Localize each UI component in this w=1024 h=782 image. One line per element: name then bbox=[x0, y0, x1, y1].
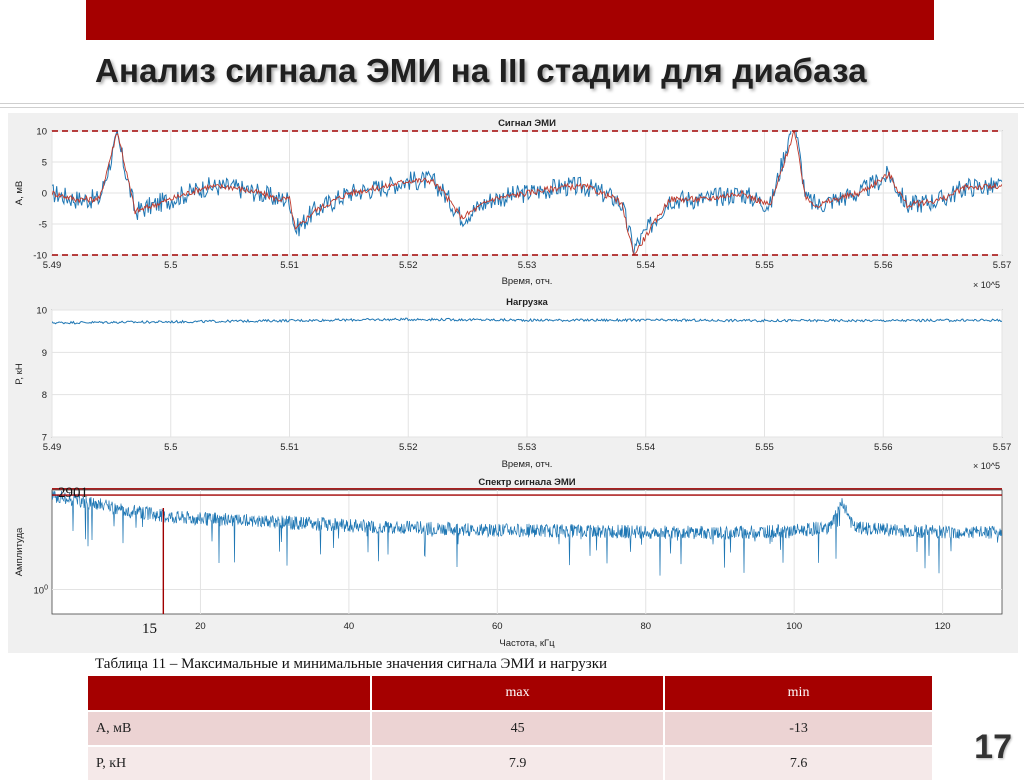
emi-signal-panel: 5.49 5.5 5.51 5.52 5.53 5.54 5.55 5.56 5.57 10 5 0… bbox=[14, 118, 1011, 290]
y-tick-label: 10 bbox=[36, 127, 47, 138]
data-table: max min A, мВ 45 -13 P, кН 7.9 7.6 bbox=[86, 674, 934, 782]
series-line bbox=[52, 131, 1002, 255]
table-row: P, кН 7.9 7.6 bbox=[86, 745, 934, 782]
series-group bbox=[52, 131, 1002, 255]
x-tick-label: 5.55 bbox=[755, 260, 774, 271]
grid bbox=[51, 130, 1003, 256]
annotation-lines bbox=[52, 488, 1002, 614]
y-tick-label: 7 bbox=[42, 433, 47, 444]
divider-line bbox=[0, 107, 1024, 108]
y-tick-label: 5 bbox=[42, 158, 47, 169]
table-header-row: max min bbox=[86, 674, 934, 712]
table-cell-min: -13 bbox=[663, 710, 934, 747]
series-group bbox=[52, 317, 1002, 325]
y-axis-label: P, кН bbox=[14, 363, 25, 385]
threshold-lines bbox=[52, 130, 1002, 256]
y-tick-label: -5 bbox=[39, 220, 47, 231]
x-tick-label: 5.53 bbox=[518, 260, 537, 271]
x-tick-label: 5.52 bbox=[399, 442, 418, 453]
x-tick-label: 5.53 bbox=[518, 442, 537, 453]
table-header-cell bbox=[86, 674, 372, 712]
x-tick-label: 5.55 bbox=[755, 442, 774, 453]
x-tick-label: 5.49 bbox=[43, 442, 62, 453]
spectrum-panel: 20 40 60 80 100 120 100 Спектр сигнала ЭМИ Ча… bbox=[14, 477, 1003, 649]
x-tick-label: 5.57 bbox=[993, 260, 1012, 271]
table-cell-label: A, мВ bbox=[86, 710, 372, 747]
y-tick-label: 100 bbox=[34, 584, 49, 596]
chart-title: Нагрузка bbox=[506, 297, 548, 308]
load-panel: 5.49 5.5 5.51 5.52 5.53 5.54 5.55 5.56 5.57 10 9 8… bbox=[14, 297, 1011, 471]
y-tick-labels: 100 bbox=[34, 584, 49, 596]
spectrum-line bbox=[52, 490, 1002, 576]
x-tick-label: 100 bbox=[786, 621, 802, 632]
page-number: 17 bbox=[974, 728, 1012, 766]
series-group bbox=[52, 490, 1002, 576]
x-tick-label: 5.56 bbox=[874, 260, 893, 271]
y-tick-label: 9 bbox=[42, 348, 47, 359]
y-axis-label: A, мВ bbox=[14, 181, 25, 205]
table-header-cell: max bbox=[369, 674, 666, 712]
x-axis-label: Частота, кГц bbox=[499, 638, 555, 649]
x-tick-label: 5.5 bbox=[164, 442, 177, 453]
x-tick-label: 120 bbox=[935, 621, 951, 632]
table-cell-max: 45 bbox=[369, 710, 666, 747]
x-tick-label: 80 bbox=[640, 621, 651, 632]
x-tick-label: 5.57 bbox=[993, 442, 1012, 453]
top-accent-bar bbox=[86, 0, 934, 40]
table-cell-label: P, кН bbox=[86, 745, 372, 782]
plot-frame bbox=[51, 489, 1003, 615]
x-tick-label: 5.5 bbox=[164, 260, 177, 271]
table-caption: Таблица 11 – Максимальные и минимальные … bbox=[95, 656, 608, 672]
table-cell-max: 7.9 bbox=[369, 745, 666, 782]
x-exponent-label: × 10^5 bbox=[973, 461, 1000, 471]
chart-title: Спектр сигнала ЭМИ bbox=[478, 477, 575, 488]
x-tick-label: 40 bbox=[344, 621, 355, 632]
x-tick-label: 5.54 bbox=[637, 442, 656, 453]
y-tick-labels: 10 5 0 -5 -10 bbox=[33, 127, 47, 262]
x-tick-label: 5.51 bbox=[280, 260, 299, 271]
charts-svg: 5.49 5.5 5.51 5.52 5.53 5.54 5.55 5.56 5.57 1050… bbox=[14, 118, 1011, 649]
y-tick-label: 0 bbox=[42, 189, 47, 200]
x-axis-label: Время, отч. bbox=[502, 459, 553, 470]
x-tick-label: 5.52 bbox=[399, 260, 418, 271]
x-tick-label: 5.49 bbox=[43, 260, 62, 271]
grid bbox=[52, 490, 1002, 614]
series-line bbox=[52, 317, 1002, 325]
table-row: A, мВ 45 -13 bbox=[86, 710, 934, 747]
table-header-cell: min bbox=[663, 674, 934, 712]
x-tick-labels: 20 40 60 80 100 120 bbox=[195, 621, 950, 632]
table-cell-min: 7.6 bbox=[663, 745, 934, 782]
y-tick-labels: 10 9 8 7 bbox=[36, 306, 47, 444]
x-tick-label: 60 bbox=[492, 621, 503, 632]
y-tick-label: 10 bbox=[36, 306, 47, 317]
x-tick-labels: 5.49 5.5 5.51 5.52 5.53 5.54 5.55 5.56 5.57 bbox=[43, 442, 1012, 453]
slide-title: Анализ сигнала ЭМИ на III стадии для диа… bbox=[95, 52, 867, 89]
x-tick-label: 5.51 bbox=[280, 442, 299, 453]
x-tick-label: 5.54 bbox=[637, 260, 656, 271]
y-axis-label: Амплитуда bbox=[14, 527, 25, 576]
divider-line bbox=[0, 103, 1024, 104]
chart-title: Сигнал ЭМИ bbox=[498, 118, 556, 129]
x-tick-label: 20 bbox=[195, 621, 206, 632]
y-tick-label: 8 bbox=[42, 390, 47, 401]
annotation-max-label: 2901 bbox=[58, 485, 88, 501]
x-exponent-label: × 10^5 bbox=[973, 280, 1000, 290]
grid bbox=[51, 309, 1003, 438]
y-tick-label: -10 bbox=[33, 251, 47, 262]
x-axis-label: Время, отч. bbox=[502, 276, 553, 287]
x-tick-labels: 5.49 5.5 5.51 5.52 5.53 5.54 5.55 5.56 5.57 bbox=[43, 260, 1012, 271]
annotation-freq-label: 15 bbox=[142, 621, 157, 637]
x-tick-label: 5.56 bbox=[874, 442, 893, 453]
